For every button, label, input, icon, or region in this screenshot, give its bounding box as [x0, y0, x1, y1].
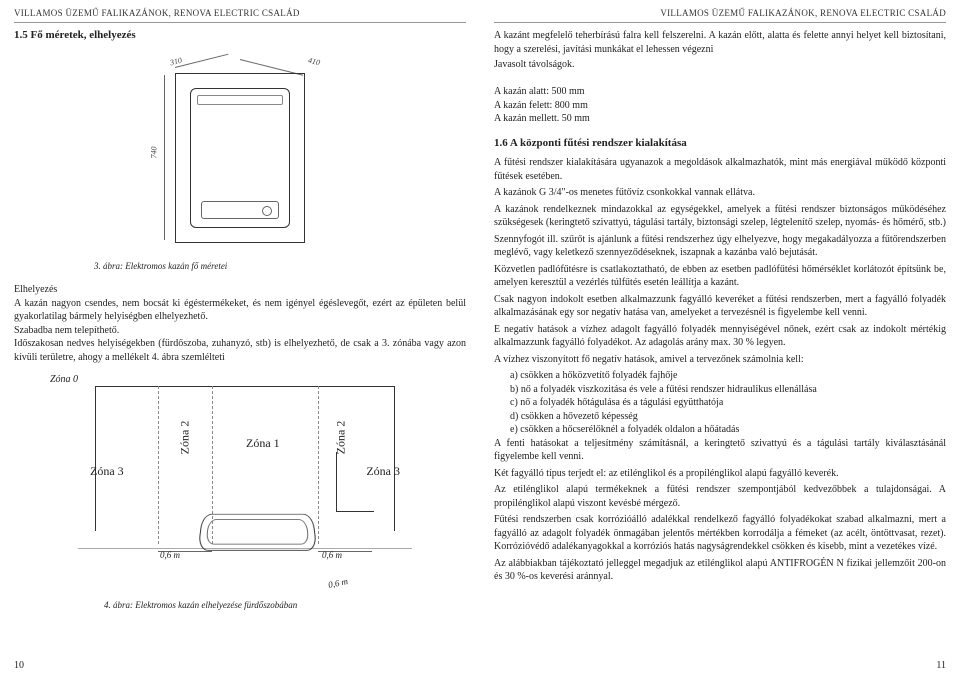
section-1-5-title: 1.5 Fő méretek, elhelyezés: [14, 29, 466, 41]
placement-p3: Időszakosan nedves helyiségekben (fürdős…: [14, 338, 466, 363]
r-p4: A kazán felett: 800 mm: [494, 99, 946, 113]
zone-0: Zóna 0: [50, 374, 78, 385]
dim-06-left: 0,6 m: [160, 550, 180, 560]
boiler-dimensions-figure: 310 410 740: [140, 53, 340, 253]
negative-effects-list: a) csökken a hőközvetítő folyadék fajhőj…: [510, 369, 946, 437]
placement-p2: Szabadba nem telepíthető.: [14, 324, 466, 338]
r-t12: Fűtési rendszerben csak korrózióálló ada…: [494, 513, 946, 554]
r-t13: Az alábbiakban tájékoztató jelleggel meg…: [494, 557, 946, 584]
header-rule: [14, 22, 466, 23]
figure-3-caption: 3. ábra: Elektromos kazán fő méretei: [94, 261, 466, 271]
r-t9: A fenti hatásokat a teljesítmény számítá…: [494, 437, 946, 464]
page-number-right: 11: [936, 660, 946, 671]
running-header-right: VILLAMOS ÜZEMŰ FALIKAZÁNOK, RENOVA ELECT…: [494, 8, 946, 18]
dim-06-bottom: 0,6 m: [327, 576, 349, 590]
r-t5: Közvetlen padlófűtésre is csatlakoztatha…: [494, 263, 946, 290]
zone-3-left: Zóna 3: [90, 464, 124, 479]
r-p5: A kazán mellett. 50 mm: [494, 112, 946, 126]
placement-title: Elhelyezés: [14, 283, 466, 297]
r-t6: Csak nagyon indokolt esetben alkalmazzun…: [494, 293, 946, 320]
bathroom-zone-figure: Zóna 3 Zóna 2 Zóna 1 Zóna 2 Zóna 3 Zóna …: [50, 374, 430, 594]
zone-2-left: Zóna 2: [177, 421, 192, 455]
r-t8: A vízhez viszonyított fő negatív hatások…: [494, 353, 946, 367]
running-header-left: VILLAMOS ÜZEMŰ FALIKAZÁNOK, RENOVA ELECT…: [14, 8, 466, 18]
r-t2: A kazánok G 3/4"-os menetes fűtővíz cson…: [494, 186, 946, 200]
right-column-body: A kazánt megfelelő teherbírású falra kel…: [494, 29, 946, 669]
item-c: c) nő a folyadék hőtágulása és a tágulás…: [510, 396, 946, 410]
r-p3: A kazán alatt: 500 mm: [494, 85, 946, 99]
item-d: d) csökken a hővezető képesség: [510, 410, 946, 424]
zone-2-right: Zóna 2: [333, 421, 348, 455]
item-a: a) csökken a hőközvetítő folyadék fajhőj…: [510, 369, 946, 383]
placement-p1: A kazán nagyon csendes, nem bocsát ki ég…: [14, 298, 466, 323]
header-rule-right: [494, 22, 946, 23]
r-t3: A kazánok rendelkeznek mindazokkal az eg…: [494, 203, 946, 230]
zone-1: Zóna 1: [246, 436, 280, 451]
r-t1: A fűtési rendszer kialakítására ugyanazo…: [494, 156, 946, 183]
dim-depth: 410: [307, 56, 321, 68]
r-t10: Két fagyálló típus terjedt el: az etilén…: [494, 467, 946, 481]
dim-height: 740: [150, 147, 159, 159]
zone-3-right: Zóna 3: [366, 464, 400, 479]
r-t4: Szennyfogót ill. szűrőt is ajánlunk a fű…: [494, 233, 946, 260]
placement-text: Elhelyezés A kazán nagyon csendes, nem b…: [14, 283, 466, 364]
item-b: b) nő a folyadék viszkozitása és vele a …: [510, 383, 946, 397]
r-p2: Javasolt távolságok.: [494, 58, 946, 72]
r-t7: E negatív hatások a vízhez adagolt fagyá…: [494, 323, 946, 350]
page-number-left: 10: [14, 660, 24, 671]
r-t11: Az etilénglikol alapú termékeknek a fűté…: [494, 483, 946, 510]
item-e: e) csökken a hőcserélőknél a folyadék ol…: [510, 423, 946, 437]
dim-06-right: 0,6 m: [322, 550, 342, 560]
r-p1: A kazánt megfelelő teherbírású falra kel…: [494, 30, 946, 55]
section-1-6-title: 1.6 A központi fűtési rendszer kialakítá…: [494, 136, 946, 151]
figure-4-caption: 4. ábra: Elektromos kazán elhelyezése fü…: [104, 600, 466, 610]
